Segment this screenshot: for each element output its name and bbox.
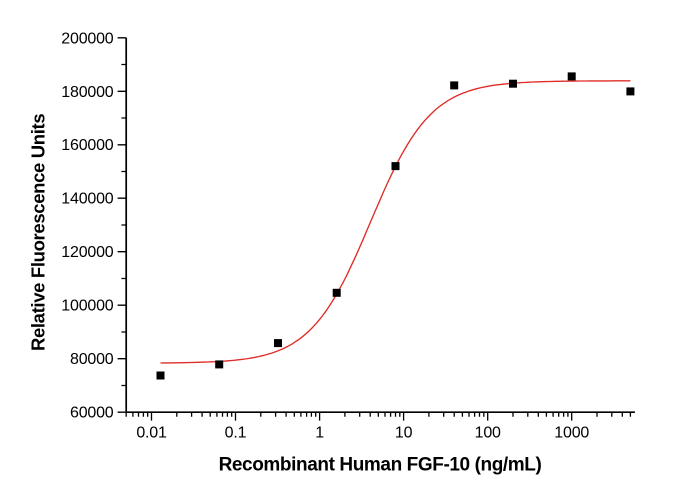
svg-text:120000: 120000 [61,244,113,261]
svg-text:100: 100 [475,425,501,442]
svg-text:0.1: 0.1 [225,425,247,442]
svg-text:1: 1 [315,425,324,442]
svg-text:Recombinant Human FGF-10 (ng/m: Recombinant Human FGF-10 (ng/mL) [219,454,542,475]
svg-text:140000: 140000 [61,191,113,208]
svg-text:200000: 200000 [61,30,113,47]
svg-text:180000: 180000 [61,84,113,101]
svg-text:Relative Fluorescence Units: Relative Fluorescence Units [27,114,48,351]
svg-text:100000: 100000 [61,298,113,315]
svg-text:60000: 60000 [70,405,114,422]
svg-text:1000: 1000 [554,425,589,442]
svg-text:10: 10 [395,425,413,442]
svg-text:160000: 160000 [61,137,113,154]
svg-text:0.01: 0.01 [136,425,167,442]
svg-text:80000: 80000 [70,351,114,368]
